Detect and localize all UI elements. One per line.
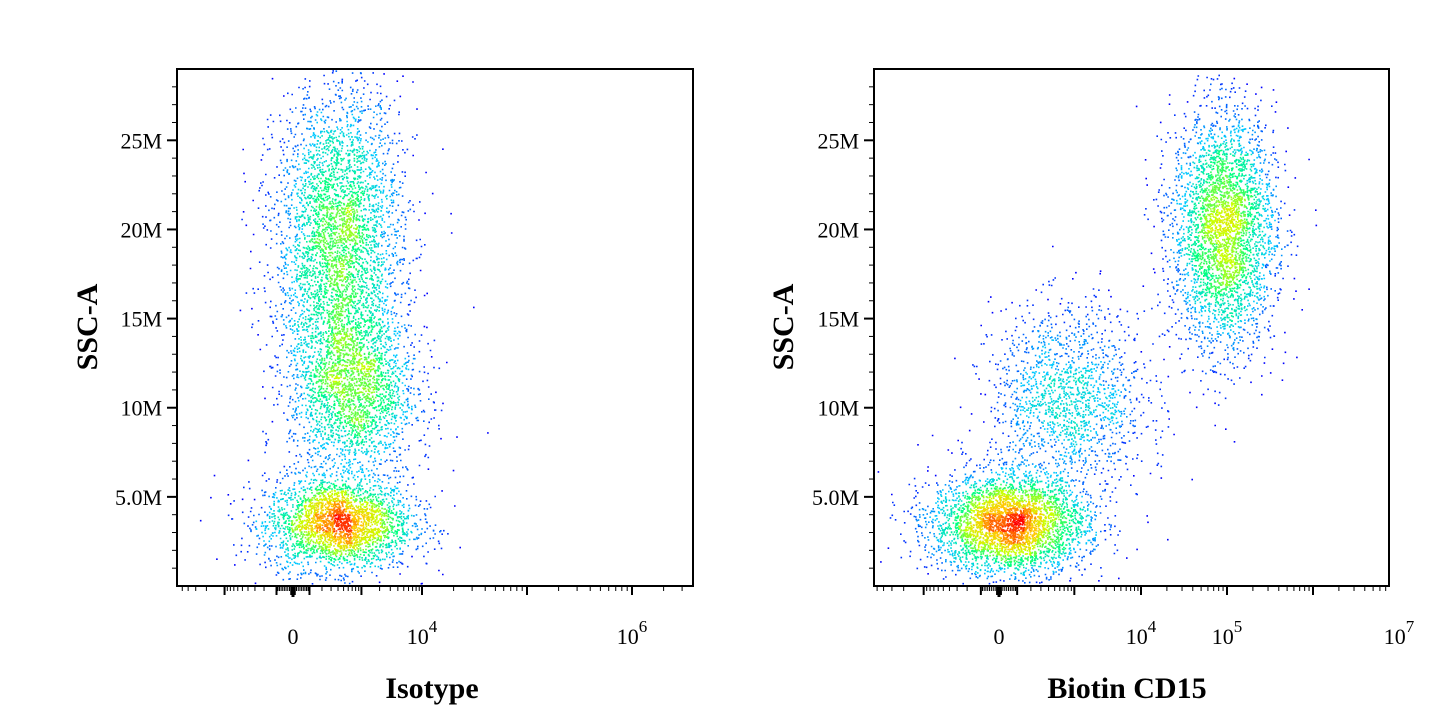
x-tick-label: 106 <box>617 617 648 649</box>
scatter-point-group <box>889 74 1299 585</box>
x-axis-title: Biotin CD15 <box>1047 672 1206 705</box>
scatter-point-group <box>970 207 1236 545</box>
scatter-point-group <box>315 501 359 545</box>
scatter-point-group <box>285 177 401 562</box>
y-tick-label: 5.0M <box>115 485 162 510</box>
y-tick-label: 5.0M <box>812 485 859 510</box>
y-tick-label: 10M <box>817 396 859 421</box>
x-tick-exponent: 6 <box>639 617 648 636</box>
x-tick-label: 107 <box>1384 617 1415 649</box>
scatter-points <box>877 74 1318 585</box>
x-tick-exponent: 7 <box>1406 617 1415 636</box>
scatter-point-group <box>970 495 1044 551</box>
x-tick-exponent: 4 <box>1148 617 1157 636</box>
scatter-point-group <box>952 149 1254 567</box>
scatter-point-group <box>989 501 1038 539</box>
x-tick-base: 10 <box>1126 624 1148 649</box>
y-tick-label: 20M <box>120 217 162 242</box>
scatter-point-group <box>309 501 371 539</box>
y-tick-label: 25M <box>817 128 859 153</box>
scatter-point-group <box>988 507 1032 544</box>
scatter-point-group <box>333 513 340 521</box>
x-axis: 0 104 106 <box>181 586 683 649</box>
scatter-point-group <box>982 507 1037 545</box>
scatter-point-group <box>1000 513 1026 533</box>
x-tick-label: 0 <box>994 624 1005 649</box>
x-tick-base: 10 <box>407 624 429 649</box>
x-axis-title: Isotype <box>385 672 478 705</box>
scatter-points <box>199 70 489 585</box>
scatter-point-group <box>297 207 383 551</box>
y-axis-title: SSC-A <box>71 283 104 370</box>
y-tick-label: 10M <box>120 396 162 421</box>
plot-frame <box>176 68 694 587</box>
x-tick-exponent: 5 <box>1234 617 1243 636</box>
x-tick-exponent: 4 <box>429 617 438 636</box>
scatter-point-group <box>291 213 389 557</box>
x-tick-base: 10 <box>1212 624 1234 649</box>
scatter-point-group <box>273 135 406 563</box>
x-tick-label: 105 <box>1212 617 1243 649</box>
x-axis: 0 104 105 107 <box>876 586 1415 649</box>
scatter-point-group <box>322 507 353 539</box>
y-axis: 5.0M 10M 15M 20M 25M <box>115 86 177 569</box>
x-tick-label: 0 <box>288 624 299 649</box>
x-tick-base: 10 <box>617 624 639 649</box>
scatter-point-group <box>976 501 1044 551</box>
plot-frame <box>873 68 1390 587</box>
scatter-point-group <box>297 495 382 551</box>
x-tick-base: 0 <box>994 624 1005 649</box>
x-tick-base: 0 <box>288 624 299 649</box>
scatter-point-group <box>333 513 353 533</box>
y-axis: 5.0M 10M 15M 20M 25M <box>812 86 874 569</box>
x-tick-label: 104 <box>1126 617 1157 649</box>
x-tick-base: 10 <box>1384 624 1406 649</box>
x-tick-label: 104 <box>407 617 438 649</box>
y-tick-label: 20M <box>817 217 859 242</box>
y-tick-label: 15M <box>120 307 162 332</box>
y-axis-title: SSC-A <box>767 283 800 370</box>
y-tick-label: 25M <box>120 128 162 153</box>
y-tick-label: 15M <box>817 307 859 332</box>
